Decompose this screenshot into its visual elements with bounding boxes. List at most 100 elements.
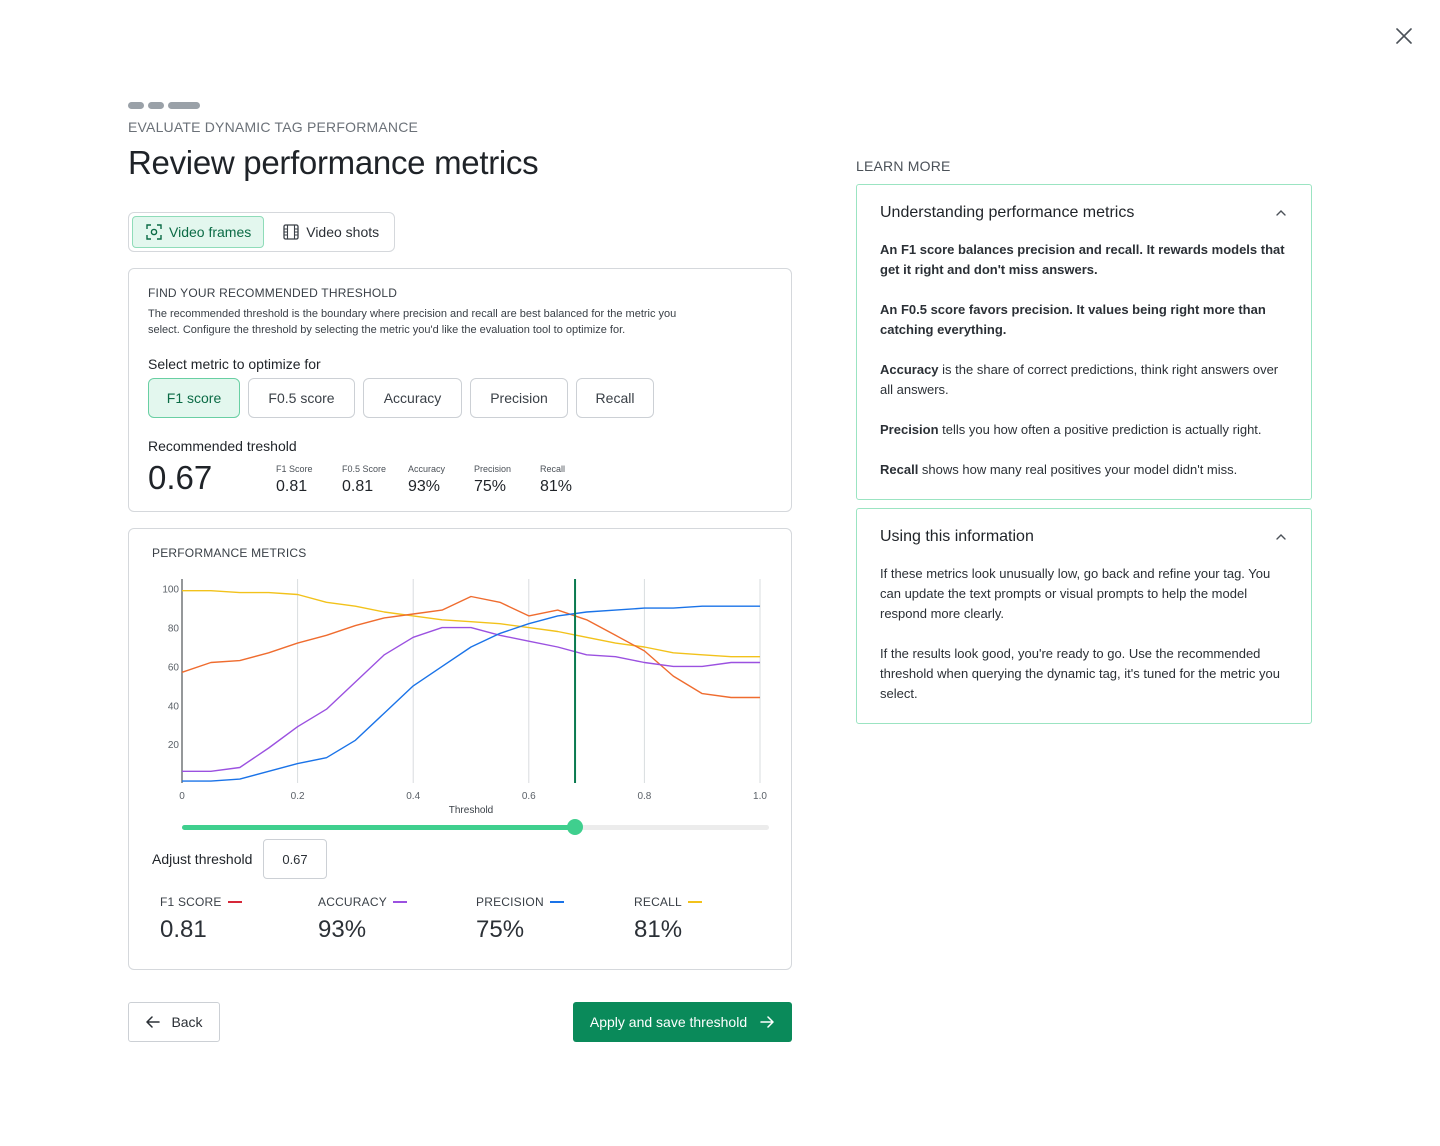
stat-accuracy: ACCURACY 93% xyxy=(318,895,407,944)
stat-label: ACCURACY xyxy=(318,895,407,909)
mini-stat-value: 0.81 xyxy=(342,478,374,495)
recommended-label: Recommended treshold xyxy=(148,438,297,454)
legend-line xyxy=(687,901,702,903)
mini-stat-value: 75% xyxy=(474,478,507,495)
paragraph: Accuracy is the share of correct predict… xyxy=(880,360,1288,400)
card-description: The recommended threshold is the boundar… xyxy=(148,308,677,336)
stat-value: 0.81 xyxy=(160,916,207,943)
metric-recall-button[interactable]: Recall xyxy=(576,378,654,418)
accordion-understanding-metrics: Understanding performance metrics An F1 … xyxy=(856,184,1312,500)
stat-label: RECALL xyxy=(634,895,702,909)
recommended-value: 0.67 xyxy=(148,459,213,496)
card-label: PERFORMANCE METRICS xyxy=(152,546,307,560)
tab-label: Video shots xyxy=(306,224,380,240)
paragraph: If the results look good, you're ready t… xyxy=(880,644,1288,704)
accordion-body: If these metrics look unusually low, go … xyxy=(880,564,1288,704)
tab-label: Video frames xyxy=(169,224,252,240)
frame-focus-icon xyxy=(146,224,162,240)
mini-stat: F0.5 Score 0.81 xyxy=(342,464,404,496)
slider-thumb[interactable] xyxy=(567,819,584,835)
x-tick-label: 0 xyxy=(179,791,185,802)
chevron-up-icon[interactable] xyxy=(1274,206,1288,220)
mini-stat-value: 0.81 xyxy=(276,478,308,495)
main-panel: EVALUATE DYNAMIC TAG PERFORMANCE Review … xyxy=(128,102,792,1042)
y-tick-label: 100 xyxy=(162,585,179,596)
metric-accuracy-button[interactable]: Accuracy xyxy=(363,378,462,418)
stat-label: F1 SCORE xyxy=(160,895,242,909)
back-label: Back xyxy=(171,1014,203,1030)
mini-stat-label: Precision xyxy=(474,464,512,474)
x-axis-label: Threshold xyxy=(449,805,493,816)
stat-name: RECALL xyxy=(634,895,682,909)
paragraph: An F1 score balances precision and recal… xyxy=(880,240,1288,280)
stat-name: PRECISION xyxy=(476,895,544,909)
back-button[interactable]: Back xyxy=(128,1002,220,1042)
x-tick-label: 0.4 xyxy=(406,791,420,802)
legend-line xyxy=(549,901,564,903)
accordion-header[interactable]: Understanding performance metrics xyxy=(880,204,1288,222)
accordion-title: Understanding performance metrics xyxy=(880,204,1135,221)
accordion-body: An F1 score balances precision and recal… xyxy=(880,240,1288,480)
arrow-right-icon xyxy=(760,1016,774,1028)
mini-stat-label: F1 Score xyxy=(276,464,313,474)
paragraph-text: If the results look good, you're ready t… xyxy=(880,646,1280,701)
accordion-title: Using this information xyxy=(880,528,1034,545)
select-metric-label: Select metric to optimize for xyxy=(148,356,321,372)
x-tick-label: 0.2 xyxy=(291,791,305,802)
mini-stat: Precision 75% xyxy=(474,464,536,496)
series-line-recall xyxy=(182,590,760,658)
threshold-card: FIND YOUR RECOMMENDED THRESHOLD The reco… xyxy=(128,268,792,512)
film-icon xyxy=(283,224,299,240)
stat-name: ACCURACY xyxy=(318,895,387,909)
paragraph-text: is the share of correct predictions, thi… xyxy=(880,362,1279,397)
y-tick-label: 80 xyxy=(168,624,180,635)
paragraph-text: tells you how often a positive predictio… xyxy=(938,422,1262,437)
view-toggle: Video frames Video shots xyxy=(128,212,396,252)
step-dot-current xyxy=(168,102,200,109)
eyebrow: EVALUATE DYNAMIC TAG PERFORMANCE xyxy=(128,119,419,135)
tab-video-frames[interactable]: Video frames xyxy=(132,216,265,248)
paragraph-bold: Accuracy xyxy=(880,362,939,377)
recommended-row: 0.67 F1 Score 0.81 F0.5 Score 0.81 Accur… xyxy=(148,460,772,496)
performance-chart: 0 0.2 0.4 0.6 0.8 1.0 20 40 60 80 100 Threshold xyxy=(162,579,767,816)
threshold-input[interactable] xyxy=(263,839,327,879)
chevron-up-icon[interactable] xyxy=(1274,530,1288,544)
apply-label: Apply and save threshold xyxy=(589,1014,748,1030)
y-tick-label: 40 xyxy=(168,701,180,712)
mini-stat-label: F0.5 Score xyxy=(342,464,387,474)
paragraph-bold: Precision xyxy=(880,422,939,437)
legend-line xyxy=(392,901,407,903)
apply-save-threshold-button[interactable]: Apply and save threshold xyxy=(573,1002,792,1042)
accordion-header[interactable]: Using this information xyxy=(880,528,1288,546)
series-line-accuracy xyxy=(182,626,760,773)
metric-f05-button[interactable]: F0.5 score xyxy=(248,378,355,418)
series-line-f1 xyxy=(181,595,760,699)
stat-value: 93% xyxy=(318,916,367,943)
stat-label: PRECISION xyxy=(476,895,564,909)
adjust-threshold-label: Adjust threshold xyxy=(152,851,253,867)
mini-stat: Accuracy 93% xyxy=(408,464,470,496)
y-tick-label: 60 xyxy=(168,662,180,673)
stat-value: 75% xyxy=(476,916,525,943)
tab-video-shots[interactable]: Video shots xyxy=(270,216,391,248)
paragraph: Precision tells you how often a positive… xyxy=(880,420,1288,440)
metric-f1-button[interactable]: F1 score xyxy=(148,378,240,418)
paragraph-bold: An F1 score balances precision and recal… xyxy=(880,242,1285,277)
series-line-precision xyxy=(182,605,760,782)
mini-stat-label: Accuracy xyxy=(408,464,446,474)
mini-stat-value: 81% xyxy=(540,478,573,495)
legend-line xyxy=(227,901,242,903)
stat-precision: PRECISION 75% xyxy=(476,895,564,944)
metric-precision-button[interactable]: Precision xyxy=(470,378,568,418)
step-dot xyxy=(148,102,164,109)
paragraph-bold: An F0.5 score favors precision. It value… xyxy=(880,302,1266,337)
paragraph: Recall shows how many real positives you… xyxy=(880,460,1288,480)
page-title: Review performance metrics xyxy=(128,144,539,181)
stat-recall: RECALL 81% xyxy=(634,895,702,944)
close-icon[interactable] xyxy=(1392,24,1416,48)
paragraph-text: shows how many real positives your model… xyxy=(918,462,1238,477)
card-label: FIND YOUR RECOMMENDED THRESHOLD xyxy=(148,286,398,300)
paragraph-bold: Recall xyxy=(880,462,919,477)
threshold-slider[interactable] xyxy=(182,819,769,835)
x-tick-label: 1.0 xyxy=(753,791,767,802)
